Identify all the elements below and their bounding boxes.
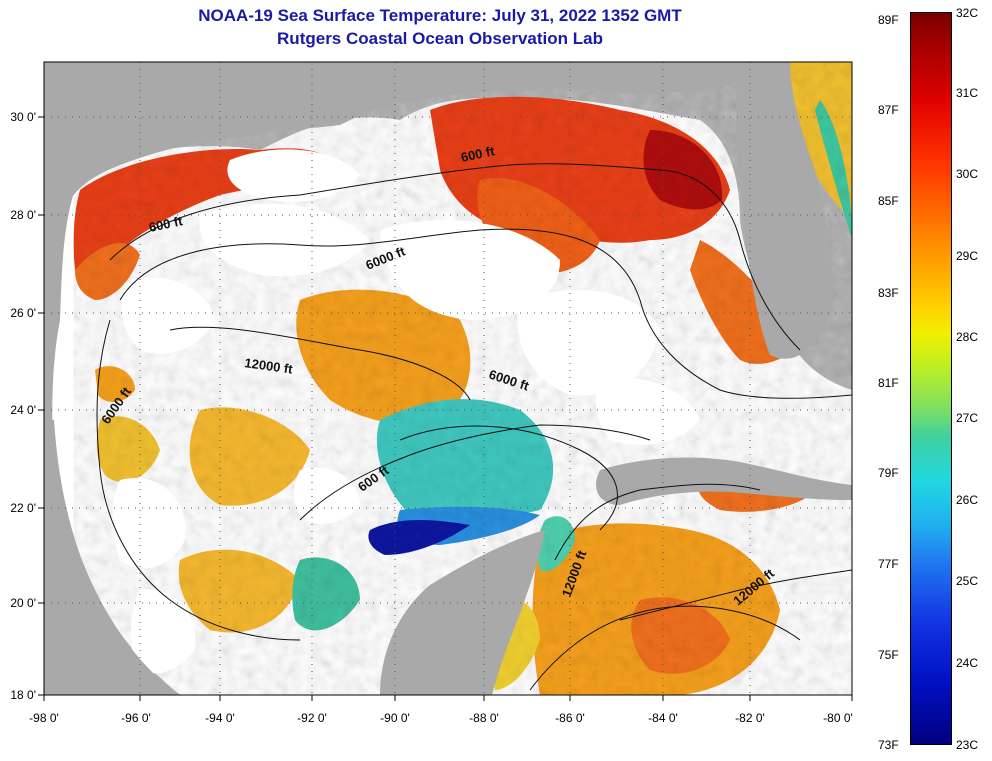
lat-label: 18 0' — [10, 688, 36, 702]
graticule — [44, 62, 852, 695]
contour-label: 600 ft — [148, 213, 185, 235]
colorbar-c-label: 32C — [956, 6, 979, 20]
lat-label: 22 0' — [10, 501, 36, 515]
contour-600ft-south — [299, 424, 651, 521]
mexico-west-coast — [44, 420, 180, 695]
colorbar-c-label: 23C — [956, 738, 979, 752]
colorbar-c-label: 30C — [956, 167, 979, 181]
colorbar-c-label: 24C — [956, 656, 979, 670]
lon-label: -80 0' — [823, 711, 853, 725]
lat-label: 28 0' — [10, 208, 36, 222]
colorbar-c-label: 26C — [956, 493, 979, 507]
us-gulf-coast — [44, 62, 780, 420]
colorbar-c-label: 25C — [956, 574, 979, 588]
lat-label: 20 0' — [10, 596, 36, 610]
axis-ticks — [38, 116, 853, 701]
colorbar-f-label: 85F — [878, 194, 899, 208]
florida-peninsula — [736, 62, 835, 359]
temperature-colorbar — [910, 12, 952, 745]
cuba — [596, 457, 852, 505]
contour-12000ft-carib2 — [619, 569, 852, 621]
contour-12000ft-carib — [554, 483, 761, 561]
colorbar-c-label: 31C — [956, 86, 979, 100]
colorbar-f-label: 75F — [878, 648, 899, 662]
colorbar-c-label: 28C — [956, 330, 979, 344]
contour-600ft-north — [109, 163, 801, 351]
clouds — [112, 149, 700, 674]
colorbar-f-label: 79F — [878, 466, 899, 480]
sst-patches — [73, 62, 852, 695]
lat-label-group: 30 0' 28 0' 26 0' 24 0' 22 0' 20 0' 18 0… — [10, 110, 36, 702]
map-title: NOAA-19 Sea Surface Temperature: July 31… — [198, 6, 682, 25]
contour-6000ft-west — [96, 319, 301, 641]
contour-label: 12000 ft — [244, 355, 295, 377]
colorbar-c-label: 29C — [956, 249, 979, 263]
lon-label-group: -98 0' -96 0' -94 0' -92 0' -90 0' -88 0… — [29, 711, 853, 725]
lat-label: 26 0' — [10, 306, 36, 320]
contour-12000ft — [169, 326, 471, 401]
lon-label: -98 0' — [29, 711, 59, 725]
colorbar-f-label: 87F — [878, 103, 899, 117]
lon-label: -94 0' — [205, 711, 235, 725]
plot-frame — [43, 61, 853, 696]
bathymetry-contours — [96, 163, 852, 691]
colorbar-f-label: 83F — [878, 286, 899, 300]
lon-label: -96 0' — [121, 711, 151, 725]
lon-label: -84 0' — [648, 711, 678, 725]
lon-label: -88 0' — [469, 711, 499, 725]
contour-6000ft — [119, 228, 852, 399]
contour-yucatan-shelf — [399, 425, 618, 531]
colorbar-f-label: 77F — [878, 557, 899, 571]
lat-label: 24 0' — [10, 403, 36, 417]
colorbar-f-label: 89F — [878, 13, 899, 27]
lon-label: -90 0' — [380, 711, 410, 725]
contour-label: 600 ft — [460, 143, 497, 165]
lon-label: -82 0' — [735, 711, 765, 725]
lat-label: 30 0' — [10, 110, 36, 124]
lon-label: -86 0' — [555, 711, 585, 725]
colorbar-c-label: 27C — [956, 411, 979, 425]
contour-shelf-carib — [529, 605, 801, 691]
colorbar-f-label: 81F — [878, 376, 899, 390]
colorbar-f-label: 73F — [878, 738, 899, 752]
lon-label: -92 0' — [297, 711, 327, 725]
map-subtitle: Rutgers Coastal Ocean Observation Lab — [277, 29, 603, 48]
yucatan-peninsula — [380, 530, 545, 695]
land-overlays — [44, 62, 852, 695]
